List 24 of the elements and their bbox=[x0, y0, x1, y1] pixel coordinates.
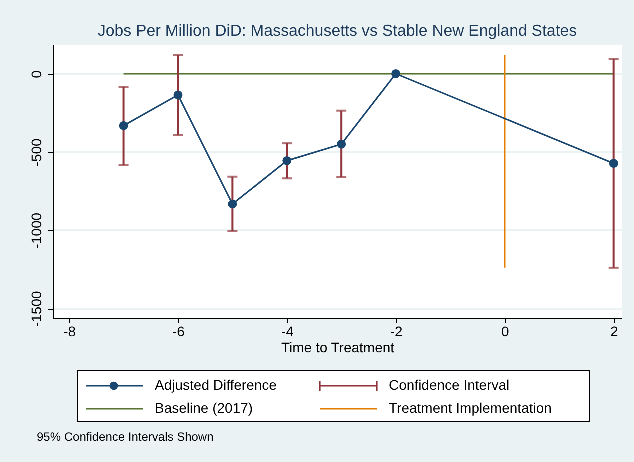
legend-label: Adjusted Difference bbox=[155, 377, 278, 393]
legend-label: Baseline (2017) bbox=[155, 400, 254, 416]
y-tick-label: 0 bbox=[28, 70, 44, 78]
point bbox=[609, 159, 618, 168]
x-tick-label: -2 bbox=[390, 324, 403, 340]
x-tick-label: 0 bbox=[502, 324, 510, 340]
point bbox=[282, 156, 292, 166]
y-tick-label: -500 bbox=[28, 138, 44, 167]
point bbox=[174, 90, 183, 100]
text: 95% Confidence Intervals Shown bbox=[37, 430, 214, 444]
text: Confidence Interval bbox=[389, 377, 510, 393]
point bbox=[119, 121, 128, 130]
y-tick-label: -1000 bbox=[28, 212, 44, 249]
x-tick-label: -6 bbox=[172, 324, 186, 340]
point bbox=[392, 69, 401, 78]
x-tick-label: -8 bbox=[64, 324, 76, 340]
point bbox=[337, 140, 346, 149]
chart-title: Jobs Per Million DiD: Massachusetts vs Stable New England States bbox=[98, 23, 578, 40]
y-tick-label: -1500 bbox=[28, 291, 44, 328]
x-axis-title: Time to Treatment bbox=[281, 340, 395, 356]
legend-label: Treatment Implementation bbox=[389, 400, 552, 416]
x-tick-label: 2 bbox=[610, 324, 618, 340]
x-tick-label: -4 bbox=[281, 324, 294, 340]
point bbox=[228, 200, 238, 209]
